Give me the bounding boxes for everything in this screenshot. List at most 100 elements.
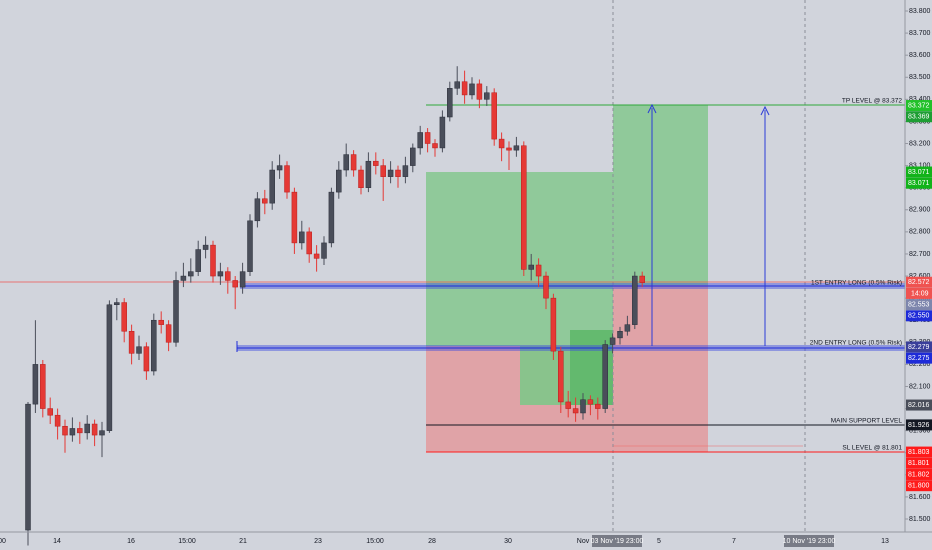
price-label: 82.572	[908, 279, 930, 286]
y-tick-label: 81.900	[909, 427, 931, 434]
price-label-bg	[906, 341, 932, 353]
loss-zone	[426, 346, 520, 452]
candle-body	[439, 116, 446, 149]
price-label: 81.802	[908, 471, 930, 478]
candle-body	[328, 191, 335, 244]
candle-body	[639, 275, 645, 283]
candle-body	[202, 244, 209, 250]
candle-body	[143, 346, 150, 372]
candle-body	[136, 346, 142, 354]
candle-body	[350, 154, 357, 171]
candle-body	[291, 191, 298, 244]
candle-body	[565, 401, 571, 409]
candle-body	[535, 264, 542, 277]
y-tick-label: 82.900	[909, 207, 931, 214]
price-label-bg	[906, 352, 932, 364]
candle-body	[232, 280, 238, 288]
price-label-bg	[906, 177, 932, 189]
candles	[25, 66, 645, 546]
price-label: 82.279	[908, 344, 930, 351]
candle-body	[447, 88, 453, 118]
candle-body	[543, 275, 549, 299]
candle-body	[484, 92, 490, 100]
candle-body	[632, 275, 638, 325]
candle-body	[380, 165, 386, 177]
candle-body	[299, 231, 305, 244]
candle-body	[580, 399, 586, 414]
candle-body	[498, 138, 505, 149]
candle-body	[521, 145, 527, 270]
price-label: 82.275	[908, 355, 930, 362]
price-label: 83.372	[908, 102, 930, 109]
y-tick-label: 82.700	[909, 251, 931, 258]
y-tick-label: 82.200	[909, 361, 931, 368]
price-label-bg	[906, 399, 932, 411]
price-label-bg	[906, 419, 932, 431]
candle-body	[217, 271, 224, 277]
y-tick-label: 82.100	[909, 383, 931, 390]
candle-body	[461, 81, 468, 96]
price-label: 82.016	[908, 402, 930, 409]
candle-body	[491, 92, 497, 140]
candle-body	[40, 364, 46, 409]
candle-body	[424, 132, 431, 144]
x-tick-label: 00	[0, 538, 6, 545]
candle-body	[321, 242, 327, 259]
countdown: 14:09	[911, 290, 929, 297]
crosshair-label: 10 Nov '19 23:00	[783, 538, 836, 545]
price-label-bg	[906, 457, 932, 469]
candle-body	[343, 154, 349, 171]
candle-body	[195, 249, 201, 272]
candle-body	[180, 275, 187, 281]
candle-body	[336, 169, 342, 193]
crosshair-label-bg	[592, 535, 642, 547]
y-tick-label: 81.500	[909, 516, 931, 523]
candle-body	[25, 403, 31, 531]
price-label: 81.800	[908, 483, 930, 490]
candle-body	[91, 423, 98, 436]
annotation: MAIN SUPPORT LEVEL	[831, 418, 903, 425]
x-tick-label: 16	[127, 538, 135, 545]
candle-body	[587, 399, 594, 405]
price-label: 81.926	[908, 422, 930, 429]
candle-body	[158, 319, 164, 325]
candle-body	[69, 428, 76, 436]
candle-body	[99, 430, 105, 436]
candle-body	[262, 198, 268, 204]
candle-body	[62, 425, 68, 436]
candle-body	[84, 423, 90, 434]
countdown-bg	[906, 287, 932, 299]
candle-body	[365, 160, 372, 188]
price-label-bg	[906, 299, 932, 311]
annotation: SL LEVEL @ 81.801	[842, 445, 902, 452]
y-tick-label: 82.800	[909, 229, 931, 236]
loss-zone	[613, 285, 708, 452]
candle-body	[558, 350, 564, 403]
candle-body	[225, 271, 231, 281]
candle-body	[54, 414, 61, 427]
candle-body	[188, 271, 194, 277]
y-tick-label: 83.600	[909, 52, 931, 59]
candle-body	[506, 147, 512, 151]
y-axis: 83.80083.70083.60083.50083.40083.30083.2…	[905, 8, 932, 523]
x-tick-label: 23	[314, 538, 322, 545]
candle-body	[572, 408, 579, 414]
candle-body	[121, 302, 127, 332]
price-label-bg	[906, 276, 932, 288]
candle-body	[617, 331, 623, 339]
x-tick-label: 5	[657, 538, 661, 545]
x-axis: 00 14 16 15:00 21 23 15:00 28 30 Nov 5 7 13 03 Nov '1…	[0, 535, 889, 547]
price-label: 83.369	[908, 114, 930, 121]
price-label: 83.071	[908, 169, 930, 176]
candle-body	[284, 165, 290, 193]
candle-body	[106, 304, 113, 431]
candle-body	[373, 160, 379, 166]
price-label-bg	[906, 310, 932, 322]
y-tick-label: 81.600	[909, 494, 931, 501]
candle-body	[47, 408, 53, 416]
price-label-bg	[906, 166, 932, 178]
candle-body	[395, 169, 401, 177]
x-tick-label: 28	[428, 538, 436, 545]
crosshair-label: 03 Nov '19 23:00	[591, 538, 644, 545]
price-label-bg	[906, 100, 932, 112]
